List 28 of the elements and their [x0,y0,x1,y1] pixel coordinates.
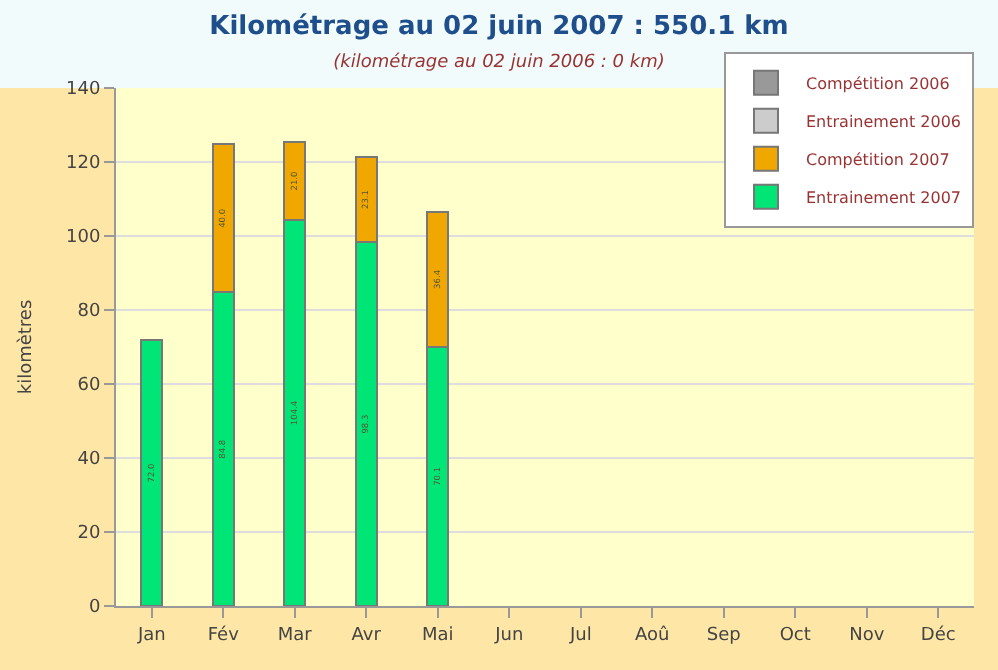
y-tick-label: 20 [77,524,101,545]
x-tick-label: Mai [421,625,454,646]
y-tick-label: 120 [66,154,101,175]
y-tick-label: 0 [88,598,101,619]
chart-subtitle: (kilométrage au 02 juin 2006 : 0 km) [333,51,665,74]
y-axis-title: kilomètres [14,299,37,395]
x-tick-label: Jul [567,625,592,646]
y-tick-label: 60 [77,376,101,397]
x-tick-label: Déc [920,623,956,646]
x-tick-label: Nov [849,625,886,646]
y-tick-label: 100 [66,228,101,249]
x-tick-label: Fév [207,623,241,646]
legend-label: Compétition 2006 [806,74,950,93]
x-tick-label: Jun [493,625,524,646]
y-tick-label: 140 [66,80,101,101]
x-tick-label: Avr [351,625,382,646]
x-tick-label: Mar [277,625,313,646]
chart-title: Kilométrage au 02 juin 2007 : 550.1 km [209,11,789,42]
legend-label: Entrainement 2007 [806,188,961,207]
legend-label: Compétition 2007 [806,150,950,169]
x-tick-label: Oct [779,625,812,646]
x-tick-label: Aoû [635,623,670,646]
y-tick-label: 40 [77,450,101,471]
x-tick-label: Sep [706,625,742,646]
bar [140,338,164,606]
y-tick-label: 80 [77,302,101,323]
legend-label: Entrainement 2006 [806,112,961,131]
x-tick-label: Jan [135,625,166,646]
